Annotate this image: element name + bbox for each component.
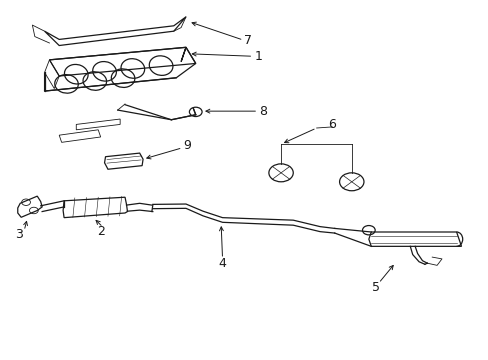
Text: 6: 6 xyxy=(327,118,336,131)
Text: 5: 5 xyxy=(371,281,379,294)
Text: 9: 9 xyxy=(183,139,191,152)
Text: 4: 4 xyxy=(218,257,226,270)
Text: 7: 7 xyxy=(244,33,252,47)
Text: 8: 8 xyxy=(259,105,266,118)
Text: 3: 3 xyxy=(15,228,23,241)
Text: 2: 2 xyxy=(97,225,104,238)
Text: 1: 1 xyxy=(254,50,262,63)
